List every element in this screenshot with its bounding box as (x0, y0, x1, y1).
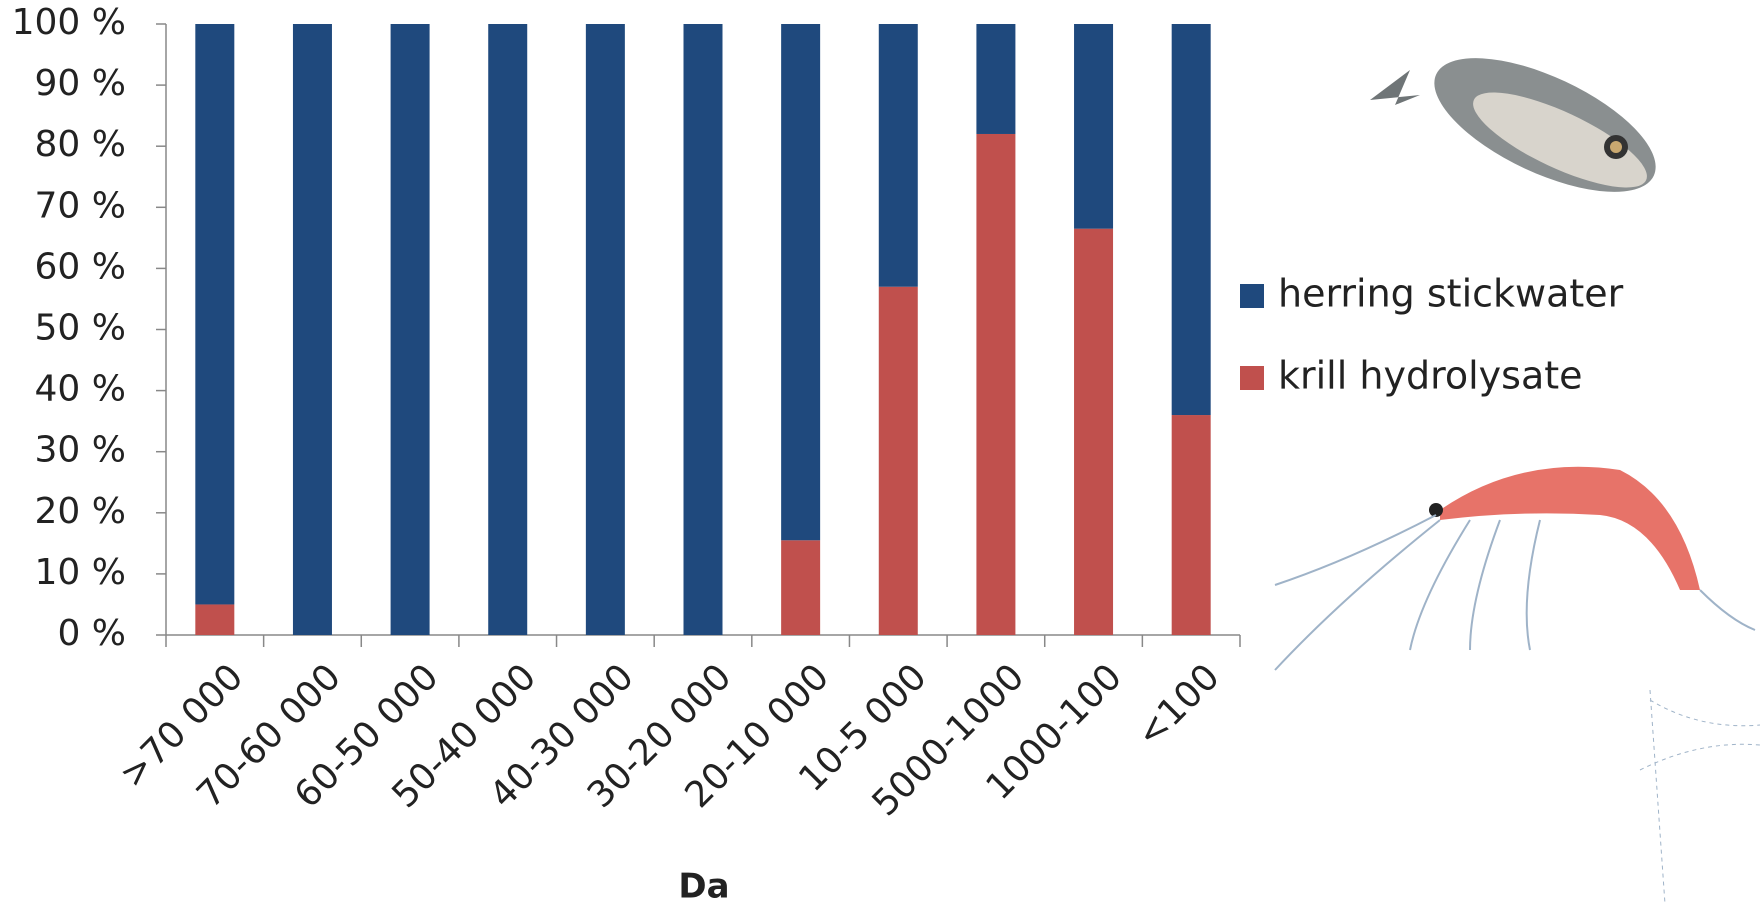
bar-segment (488, 24, 528, 635)
y-tick-label: 20 % (35, 491, 126, 532)
bar-segment (683, 24, 723, 635)
legend-label: krill hydrolysate (1278, 354, 1583, 398)
bar-segment (585, 24, 625, 635)
y-tick-label: 90 % (35, 63, 126, 104)
y-tick-label: 10 % (35, 552, 126, 593)
y-tick-label: 70 % (35, 185, 126, 226)
bar-segment (195, 24, 235, 605)
y-tick-label: 30 % (35, 430, 126, 471)
bar-segment (976, 133, 1016, 636)
bar-segment (976, 24, 1016, 134)
bar-segment (1074, 24, 1114, 229)
y-tick-label: 100 % (12, 2, 126, 43)
y-tick-label: 40 % (35, 369, 126, 410)
bar-segment (878, 24, 918, 287)
fish-illustration (1370, 58, 1656, 192)
y-tick-label: 80 % (35, 124, 126, 165)
legend-swatch (1240, 366, 1264, 390)
krill-illustration (1274, 466, 1760, 904)
bar-segment (781, 540, 821, 635)
bar-segment (195, 604, 235, 635)
legend-swatch (1240, 284, 1264, 308)
bar-segment (292, 24, 332, 635)
bar-segment (1171, 24, 1211, 416)
x-axis-label: Da (678, 867, 729, 904)
y-tick-label: 0 % (57, 613, 126, 654)
bar-segment (1171, 415, 1211, 635)
bar-segment (781, 24, 821, 541)
y-tick-label: 50 % (35, 308, 126, 349)
y-tick-label: 60 % (35, 246, 126, 287)
bar-segment (390, 24, 430, 635)
x-tick-label: <100 (1129, 656, 1228, 755)
legend-label: herring stickwater (1278, 272, 1624, 316)
bar-segment (1074, 228, 1114, 635)
bar-segment (878, 286, 918, 635)
